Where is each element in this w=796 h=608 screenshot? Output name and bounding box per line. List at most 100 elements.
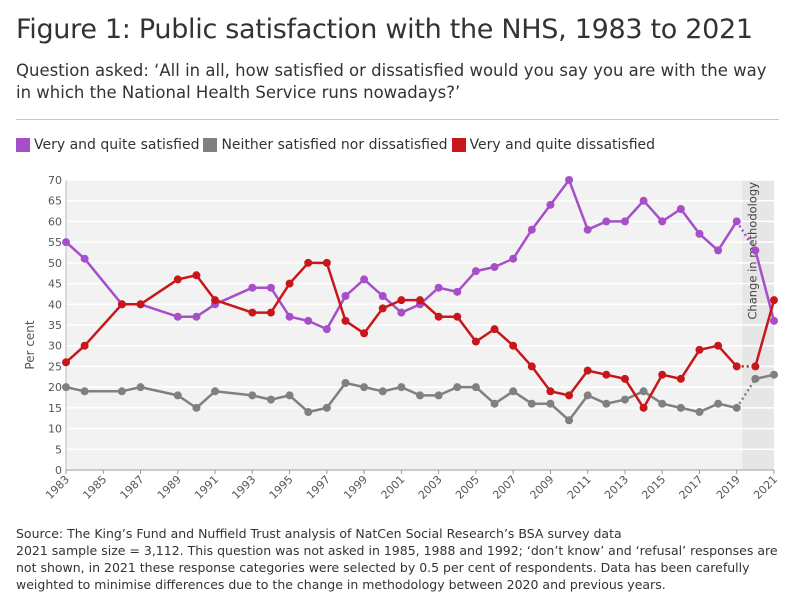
data-point-dissatisfied — [639, 403, 648, 412]
data-point-neither — [602, 399, 611, 408]
data-point-satisfied — [732, 217, 741, 226]
data-point-satisfied — [266, 283, 275, 292]
data-point-satisfied — [434, 283, 443, 292]
data-point-satisfied — [285, 312, 294, 321]
y-axis-title: Per cent — [23, 320, 37, 370]
data-point-neither — [732, 403, 741, 412]
data-point-neither — [639, 387, 648, 396]
data-point-neither — [751, 374, 760, 383]
data-point-dissatisfied — [173, 275, 182, 284]
data-point-dissatisfied — [378, 304, 387, 313]
data-point-neither — [117, 387, 126, 396]
x-tick-label: 1985 — [80, 473, 109, 502]
data-point-satisfied — [192, 312, 201, 321]
data-point-dissatisfied — [211, 296, 220, 305]
data-point-satisfied — [714, 246, 723, 255]
legend-item-satisfied[interactable]: Very and quite satisfied — [16, 137, 199, 153]
x-tick-label: 1989 — [155, 473, 184, 502]
data-point-neither — [434, 391, 443, 400]
line-chart: 0 5 10 15 20 25 30 35 40 45 50 55 60 65 70 Per cent 1983… — [23, 174, 780, 502]
data-point-satisfied — [397, 308, 406, 317]
data-point-neither — [285, 391, 294, 400]
data-point-dissatisfied — [136, 300, 145, 309]
data-point-dissatisfied — [341, 316, 350, 325]
chart-title: Figure 1: Public satisfaction with the N… — [16, 14, 753, 45]
data-point-dissatisfied — [565, 391, 574, 400]
y-tick-label: 15 — [48, 402, 62, 415]
data-point-neither — [192, 403, 201, 412]
y-tick-label: 25 — [48, 360, 62, 373]
x-tick-label: 2017 — [677, 473, 706, 502]
legend-label-dissatisfied: Very and quite dissatisfied — [469, 137, 656, 153]
data-point-dissatisfied — [527, 362, 536, 371]
data-point-satisfied — [527, 225, 536, 234]
data-point-dissatisfied — [602, 370, 611, 379]
legend-label-neither: Neither satisfied nor dissatisfied — [221, 137, 448, 153]
y-tick-label: 35 — [48, 319, 62, 332]
x-tick-label: 2009 — [528, 473, 557, 502]
data-point-neither — [509, 387, 518, 396]
data-point-satisfied — [173, 312, 182, 321]
data-point-dissatisfied — [322, 258, 331, 267]
data-point-neither — [341, 379, 350, 387]
x-tick-label: 2001 — [378, 473, 407, 502]
data-point-satisfied — [770, 316, 778, 325]
series-line-dissatisfied — [65, 261, 738, 410]
series-line-after-dissatisfied — [754, 299, 776, 367]
y-tick-label: 45 — [48, 278, 62, 291]
data-point-satisfied — [602, 217, 611, 226]
data-point-neither — [378, 387, 387, 396]
data-point-neither — [360, 383, 369, 392]
data-point-neither — [136, 383, 145, 392]
data-point-neither — [304, 408, 313, 416]
data-point-dissatisfied — [416, 296, 424, 305]
data-point-satisfied — [751, 246, 760, 255]
data-point-neither — [397, 383, 406, 392]
data-point-satisfied — [80, 254, 89, 263]
y-tick-label: 20 — [48, 381, 62, 394]
data-point-dissatisfied — [546, 387, 555, 396]
y-tick-label: 30 — [48, 340, 62, 353]
data-point-dissatisfied — [770, 296, 778, 305]
data-point-satisfied — [490, 263, 499, 271]
data-point-dissatisfied — [732, 362, 741, 371]
data-point-satisfied — [639, 196, 648, 205]
data-point-neither — [416, 391, 424, 400]
legend-swatch-neither — [203, 138, 218, 152]
data-point-dissatisfied — [117, 300, 126, 309]
data-point-satisfied — [360, 275, 369, 284]
data-point-dissatisfied — [509, 341, 518, 350]
x-tick-label: 2013 — [602, 473, 631, 502]
y-tick-label: 60 — [48, 215, 62, 228]
data-point-dissatisfied — [360, 329, 369, 338]
data-point-dissatisfied — [658, 370, 667, 379]
data-point-neither — [714, 399, 723, 408]
data-point-satisfied — [658, 217, 667, 226]
data-point-neither — [527, 399, 536, 408]
data-point-neither — [211, 387, 220, 396]
data-point-neither — [658, 399, 667, 408]
x-tick-label: 2021 — [751, 473, 780, 502]
data-point-dissatisfied — [80, 341, 89, 350]
y-tick-label: 70 — [48, 174, 62, 187]
data-point-dissatisfied — [434, 312, 443, 321]
x-tick-label: 1991 — [192, 473, 221, 502]
legend-item-dissatisfied[interactable]: Very and quite dissatisfied — [451, 137, 656, 153]
x-tick-label: 2003 — [416, 473, 445, 502]
series-dotted-satisfied — [735, 220, 757, 252]
data-point-dissatisfied — [714, 341, 723, 350]
divider — [16, 119, 779, 120]
data-point-dissatisfied — [620, 374, 629, 383]
data-point-dissatisfied — [192, 271, 201, 280]
x-tick-label: 2005 — [453, 473, 482, 502]
data-point-neither — [565, 416, 574, 425]
data-point-neither — [770, 370, 778, 379]
legend-item-neither[interactable]: Neither satisfied nor dissatisfied — [203, 137, 448, 153]
data-point-satisfied — [695, 229, 704, 238]
data-point-dissatisfied — [471, 337, 480, 346]
data-point-dissatisfied — [453, 312, 462, 321]
data-point-neither — [695, 408, 704, 416]
data-point-satisfied — [453, 287, 462, 296]
y-tick-label: 10 — [48, 423, 62, 436]
data-point-satisfied — [583, 225, 592, 234]
